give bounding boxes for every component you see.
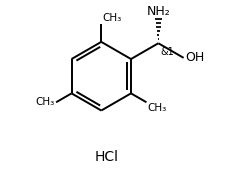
Text: CH₃: CH₃ <box>102 13 121 23</box>
Text: &1: &1 <box>159 47 173 57</box>
Text: CH₃: CH₃ <box>35 97 55 107</box>
Text: CH₃: CH₃ <box>147 103 166 113</box>
Text: OH: OH <box>185 51 204 64</box>
Text: NH₂: NH₂ <box>146 5 169 18</box>
Text: HCl: HCl <box>94 150 118 164</box>
